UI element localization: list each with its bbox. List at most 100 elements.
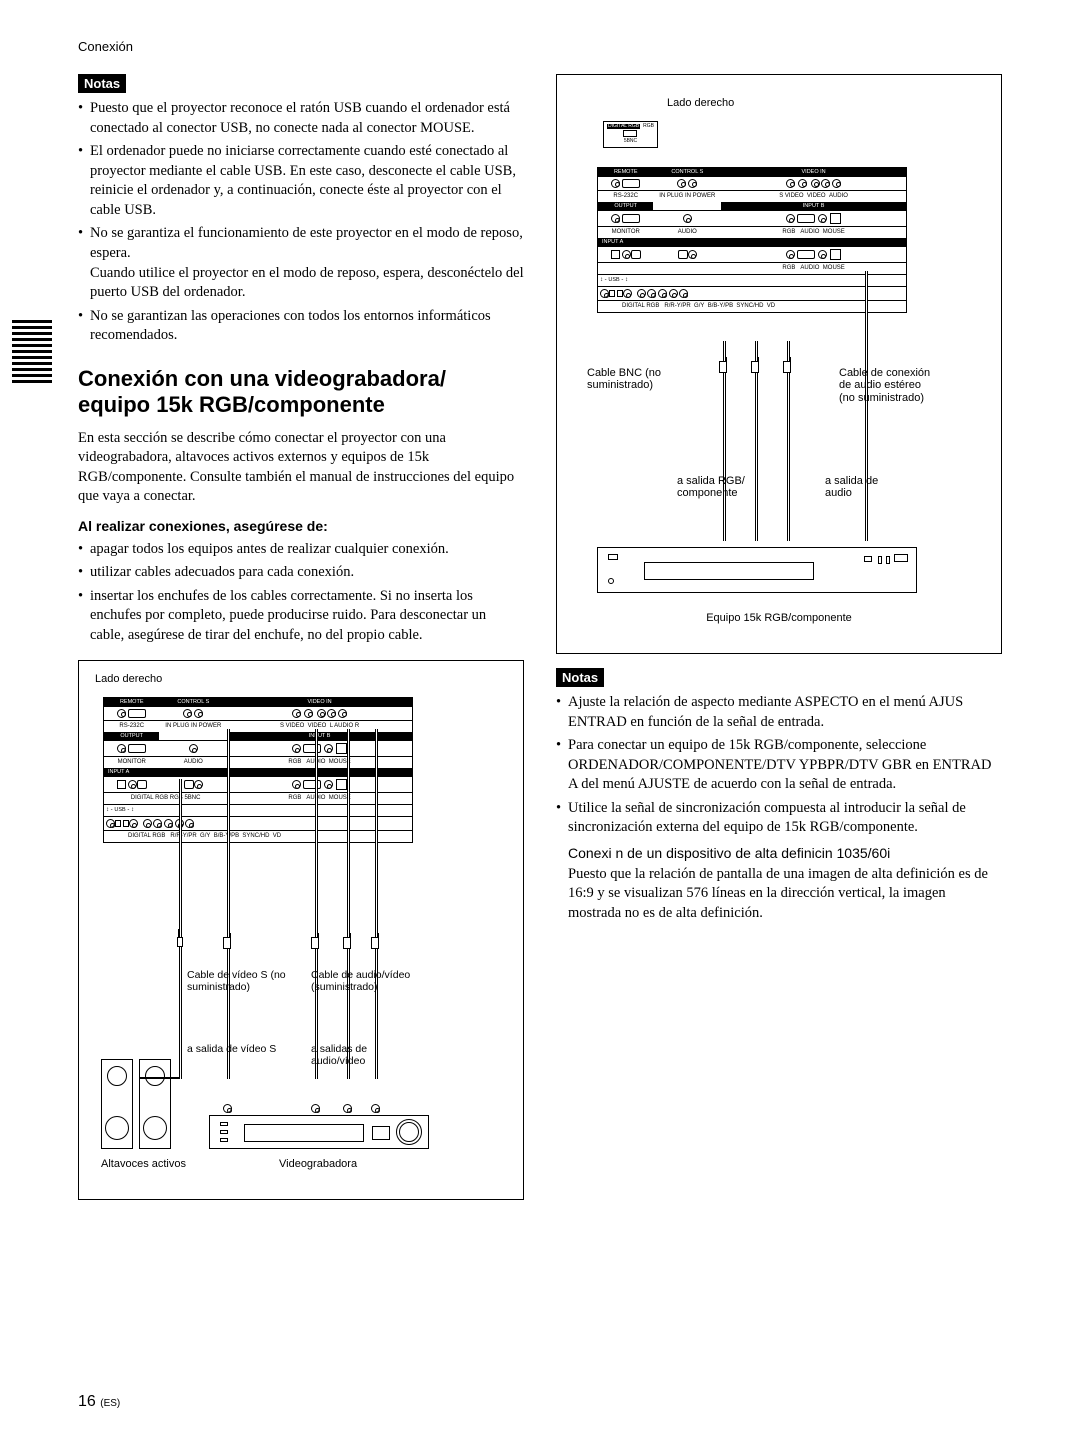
lbl: DIGITAL RGB <box>131 795 168 801</box>
note-item: El ordenador puede no iniciarse correcta… <box>78 142 524 220</box>
lbl: INPUT A <box>104 768 412 776</box>
mini-plug-icon <box>177 937 181 959</box>
speakers-icon <box>101 1059 171 1149</box>
lbl: DIGITAL RGB <box>622 303 659 309</box>
lbl: AUDIO <box>184 759 203 765</box>
vcr-icon <box>209 1115 429 1149</box>
lbl: INPUT A <box>598 238 906 246</box>
lbl: PLUG IN POWER <box>173 723 221 729</box>
lbl: OUTPUT <box>598 202 653 210</box>
speakers-label: Altavoces activos <box>101 1158 186 1171</box>
left-notes-list: Puesto que el proyector reconoce el rató… <box>78 99 524 346</box>
lbl: AUDIO <box>800 229 819 235</box>
cable-h <box>139 1077 179 1080</box>
lbl: RGB <box>288 759 301 765</box>
lbl: RGB <box>288 795 301 801</box>
hd-body: Puesto que la relación de pantalla de un… <box>556 865 1002 924</box>
lbl: IN <box>659 193 665 199</box>
svideo-cable-label: Cable de vídeo S (no suministrado) <box>187 969 287 993</box>
lbl: DIGITAL RGB <box>128 833 165 839</box>
lbl: B/B-Y/PB <box>708 303 733 309</box>
page-number: 16 (ES) <box>78 1391 120 1413</box>
notas-badge: Notas <box>556 668 604 688</box>
lbl: R/R-Y/PR <box>664 303 690 309</box>
lbl: RS-232C <box>119 723 144 729</box>
note-item: Ajuste la relación de aspecto mediante A… <box>556 693 1002 732</box>
bnc-cable-label: Cable BNC (no suministrado) <box>587 367 697 392</box>
lbl: INPUT B <box>227 732 412 740</box>
left-column: Notas Puesto que el proyector reconoce e… <box>78 74 524 1200</box>
bnc-plug-icon <box>719 361 727 373</box>
cable-video <box>315 729 318 1079</box>
note-item: Para conectar un equipo de 15k RGB/compo… <box>556 736 1002 795</box>
lbl: VIDEO IN <box>227 698 412 706</box>
lbl: G/Y <box>694 303 704 309</box>
lbl: MOUSE <box>823 265 845 271</box>
av-out-label: a salidas de audio/vídeo <box>311 1043 421 1067</box>
lbl: R/R-Y/PR <box>170 833 196 839</box>
lbl: VIDEO IN <box>721 168 906 176</box>
rgb-out-label: a salida RGB/ componente <box>677 475 767 500</box>
lbl: S VIDEO <box>280 723 304 729</box>
plug-icon <box>343 937 351 949</box>
lbl: MONITOR <box>118 759 146 765</box>
lbl: SYNC/HD <box>242 833 269 839</box>
sub-bullet: utilizar cables adecuados para cada cone… <box>78 563 524 583</box>
vcr-label: Videograbadora <box>279 1158 357 1171</box>
plug-icon <box>223 937 231 949</box>
plug-icon <box>311 937 319 949</box>
note-item: No se garantiza el funcionamiento de est… <box>78 224 524 302</box>
lbl: OUTPUT <box>104 732 159 740</box>
switch-block: DIGITAL RGB RGB 5BNC <box>603 121 658 149</box>
left-diagram: Lado derecho REMOTE CONTROL S VIDEO IN <box>78 660 524 1200</box>
diagram-top-label: Lado derecho <box>95 673 507 686</box>
sub-bullet: apagar todos los equipos antes de realiz… <box>78 540 524 560</box>
lbl: IN <box>165 723 171 729</box>
lbl: L <box>330 723 333 729</box>
lbl: S VIDEO <box>779 193 803 199</box>
sub-bullet: insertar los enchufes de los cables corr… <box>78 587 524 646</box>
lbl: REMOTE <box>104 698 159 706</box>
cable-audio-stereo <box>865 271 868 541</box>
lbl: CONTROL S <box>159 698 227 706</box>
audio-out-label: a salida de audio <box>825 475 905 500</box>
bnc-plug-icon <box>751 361 759 373</box>
lbl: AUDIO <box>829 193 848 199</box>
subsection-heading: Al realizar conexiones, asegúrese de: <box>78 517 524 536</box>
lbl: USB <box>608 277 619 283</box>
svideo-out-label: a salida de vídeo S <box>187 1043 287 1055</box>
cable-svideo <box>227 729 230 1079</box>
lbl: PLUG IN POWER <box>667 193 715 199</box>
lbl: INPUT B <box>721 202 906 210</box>
lbl: RGB <box>782 265 795 271</box>
lbl: VD <box>273 833 281 839</box>
cable-monitor-audio <box>179 779 182 1079</box>
audio-cable-label: Cable de conexión de audio estéreo (no s… <box>839 367 939 405</box>
lbl: AUDIO <box>800 265 819 271</box>
lbl: CONTROL S <box>653 168 721 176</box>
lbl: REMOTE <box>598 168 653 176</box>
right-diagram: Lado derecho DIGITAL RGB RGB 5BNC REMOTE… <box>556 74 1002 654</box>
lbl: USB <box>114 807 125 813</box>
sub-bullets: apagar todos los equipos antes de realiz… <box>78 540 524 646</box>
section-title: Conexión con una videograbadora/ equipo … <box>78 366 524 419</box>
lbl: VD <box>767 303 775 309</box>
plug-icon <box>371 937 379 949</box>
note-item: No se garantizan las operaciones con tod… <box>78 307 524 346</box>
projector-panel: REMOTE CONTROL S VIDEO IN RS-232C IN PLU… <box>103 697 413 843</box>
lbl: AUDIO <box>678 229 697 235</box>
note-item: Utilice la señal de sincronización compu… <box>556 799 1002 838</box>
lbl: 5BNC <box>184 795 200 801</box>
rgb-device-icon <box>597 547 917 593</box>
lbl: MOUSE <box>823 229 845 235</box>
lbl: G/Y <box>200 833 210 839</box>
bnc-plug-icon <box>783 361 791 373</box>
lbl: RS-232C <box>613 193 638 199</box>
page-edge-tabs <box>12 320 52 386</box>
cable-audio-l <box>347 729 350 1079</box>
notas-badge: Notas <box>78 74 126 94</box>
right-notes-list: Ajuste la relación de aspecto mediante A… <box>556 693 1002 838</box>
hd-heading: Conexi n de un dispositivo de alta defin… <box>556 844 1002 863</box>
device-label: Equipo 15k RGB/componente <box>557 612 1001 625</box>
note-item: Puesto que el proyector reconoce el rató… <box>78 99 524 138</box>
